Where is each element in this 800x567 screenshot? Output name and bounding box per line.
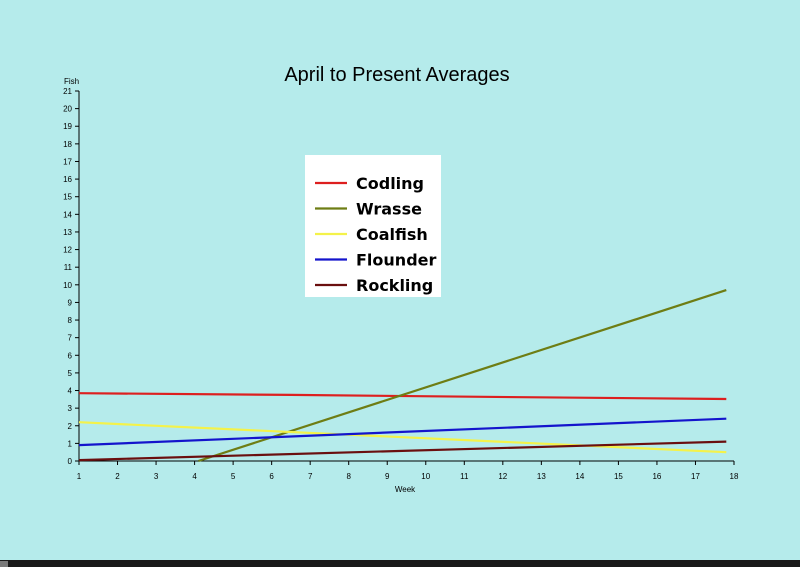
y-tick-label: 13: [63, 228, 72, 237]
x-tick-label: 15: [614, 472, 623, 481]
y-tick-label: 21: [63, 87, 72, 96]
x-tick-label: 1: [77, 472, 82, 481]
series-line-rockling: [78, 440, 727, 462]
series-line-wrasse: [198, 289, 727, 463]
legend-label-rockling: Rockling: [356, 276, 433, 295]
chart-title: April to Present Averages: [284, 64, 509, 86]
y-tick-label: 7: [68, 334, 73, 343]
x-tick-label: 11: [460, 472, 469, 481]
y-tick-label: 2: [68, 422, 73, 431]
series-line-codling: [78, 392, 727, 401]
x-tick-label: 9: [385, 472, 390, 481]
x-tick-label: 7: [308, 472, 313, 481]
y-tick-label: 0: [68, 457, 73, 466]
y-tick-label: 11: [64, 263, 73, 272]
y-tick-label: 18: [63, 140, 72, 149]
legend-label-flounder: Flounder: [356, 251, 436, 270]
series-lines: [78, 289, 727, 463]
x-tick-label: 4: [192, 472, 197, 481]
legend: Codling Wrasse Coalfish Flounder Rockling: [305, 155, 441, 297]
x-tick-label: 12: [498, 472, 507, 481]
x-tick-label: 8: [346, 472, 351, 481]
x-tick-label: 18: [730, 472, 739, 481]
y-tick-label: 15: [63, 193, 72, 202]
legend-label-wrasse: Wrasse: [356, 200, 422, 219]
y-tick-label: 12: [63, 246, 72, 255]
x-tick-label: 13: [537, 472, 546, 481]
legend-label-coalfish: Coalfish: [356, 225, 428, 244]
series-line-flounder: [78, 417, 727, 447]
x-tick-label: 14: [575, 472, 584, 481]
y-tick-label: 6: [68, 351, 73, 360]
series-line-coalfish: [78, 421, 727, 454]
x-tick-label: 3: [154, 472, 159, 481]
y-tick-label: 1: [68, 439, 73, 448]
y-tick-label: 3: [68, 404, 73, 413]
y-tick-label: 8: [68, 316, 73, 325]
x-tick-label: 10: [421, 472, 430, 481]
y-tick-label: 20: [63, 105, 72, 114]
axes: [78, 91, 734, 462]
y-axis-label: Fish: [64, 77, 79, 86]
x-tick-label: 16: [652, 472, 661, 481]
y-tick-label: 9: [68, 298, 73, 307]
y-tick-label: 4: [68, 387, 73, 396]
bottom-bar-notch: [0, 561, 8, 567]
x-axis-label: Week: [395, 485, 416, 494]
x-tick-label: 2: [115, 472, 120, 481]
x-axis-ticks: 1 2 3 4 5 6 7 8 9 10 11 12 13 14 15 16 17 18: [77, 461, 739, 481]
legend-label-codling: Codling: [356, 174, 424, 193]
x-tick-label: 17: [691, 472, 700, 481]
x-tick-label: 5: [231, 472, 236, 481]
y-tick-label: 14: [63, 210, 72, 219]
y-tick-label: 17: [63, 157, 72, 166]
y-tick-label: 19: [63, 122, 72, 131]
y-tick-label: 5: [68, 369, 73, 378]
bottom-bar: [0, 560, 800, 567]
legend-box: [305, 155, 441, 297]
x-tick-label: 6: [269, 472, 274, 481]
y-tick-label: 16: [63, 175, 72, 184]
y-tick-label: 10: [63, 281, 72, 290]
